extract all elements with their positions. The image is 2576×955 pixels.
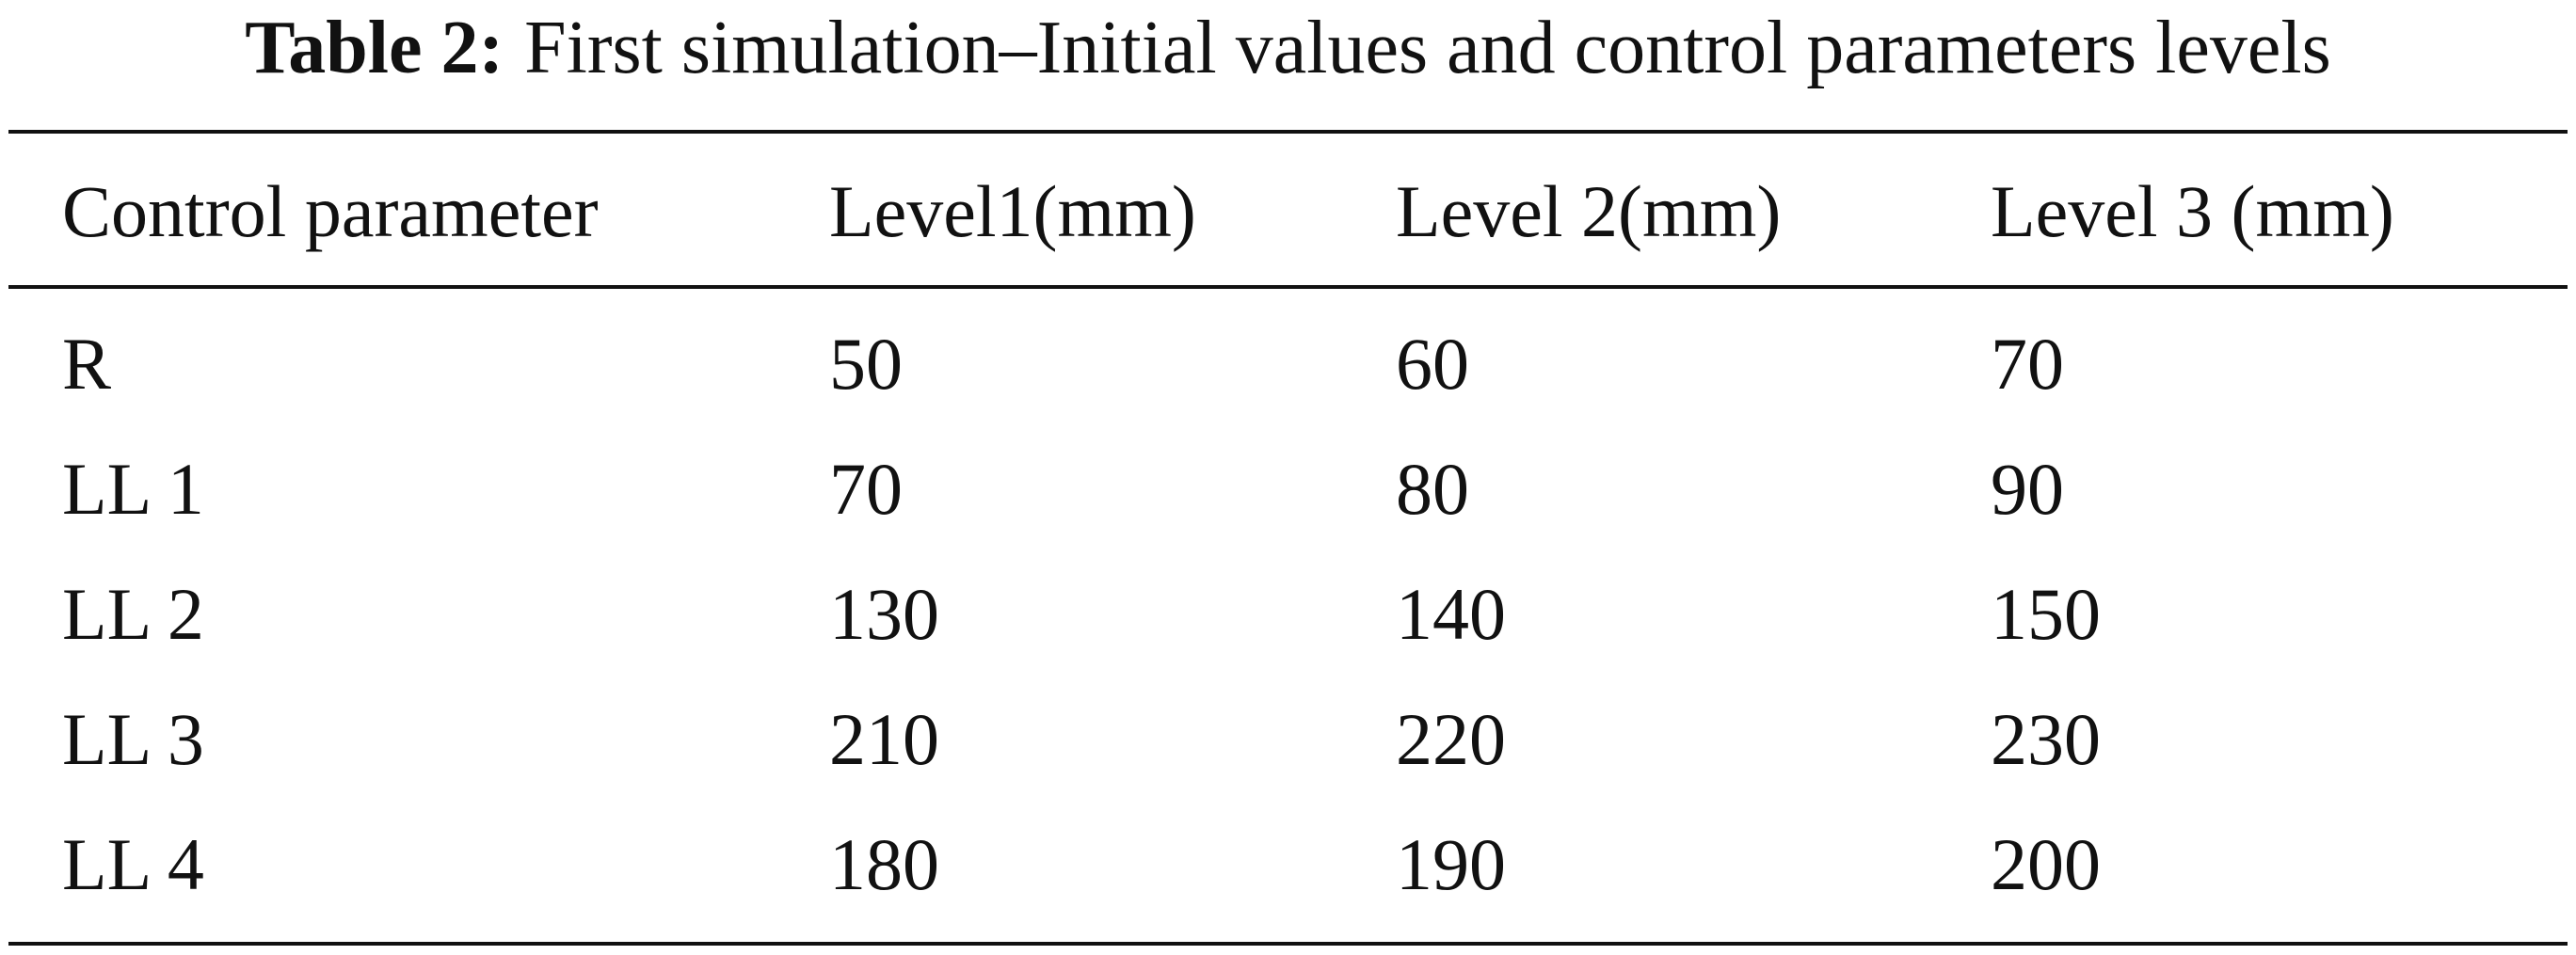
bottom-rule xyxy=(8,942,2568,946)
caption-text: First simulation–Initial values and cont… xyxy=(524,7,2331,89)
header-cell: Level 2(mm) xyxy=(1396,170,1782,252)
table-cell: 130 xyxy=(829,573,939,655)
caption-label: Table 2: xyxy=(245,7,504,89)
table-cell: 50 xyxy=(829,323,903,405)
table-cell: 150 xyxy=(1991,573,2101,655)
header-cell: Control parameter xyxy=(62,170,599,252)
header-cell: Level 3 (mm) xyxy=(1991,170,2394,252)
table-cell: 210 xyxy=(829,698,939,780)
header-cell: Level1(mm) xyxy=(829,170,1196,252)
row-label: LL 4 xyxy=(62,823,204,905)
table-caption: Table 2: First simulation–Initial values … xyxy=(0,6,2576,90)
table-cell: 70 xyxy=(829,448,903,530)
header-rule xyxy=(8,285,2568,289)
table-cell: 70 xyxy=(1991,323,2064,405)
table-cell: 220 xyxy=(1396,698,1506,780)
table-cell: 80 xyxy=(1396,448,1469,530)
table-cell: 200 xyxy=(1991,823,2101,905)
table-cell: 90 xyxy=(1991,448,2064,530)
table-cell: 140 xyxy=(1396,573,1506,655)
table-cell: 180 xyxy=(829,823,939,905)
row-label: LL 3 xyxy=(62,698,204,780)
top-rule xyxy=(8,130,2568,134)
row-label: R xyxy=(62,323,112,405)
table-cell: 60 xyxy=(1396,323,1469,405)
table-cell: 190 xyxy=(1396,823,1506,905)
table-cell: 230 xyxy=(1991,698,2101,780)
row-label: LL 2 xyxy=(62,573,204,655)
row-label: LL 1 xyxy=(62,448,204,530)
